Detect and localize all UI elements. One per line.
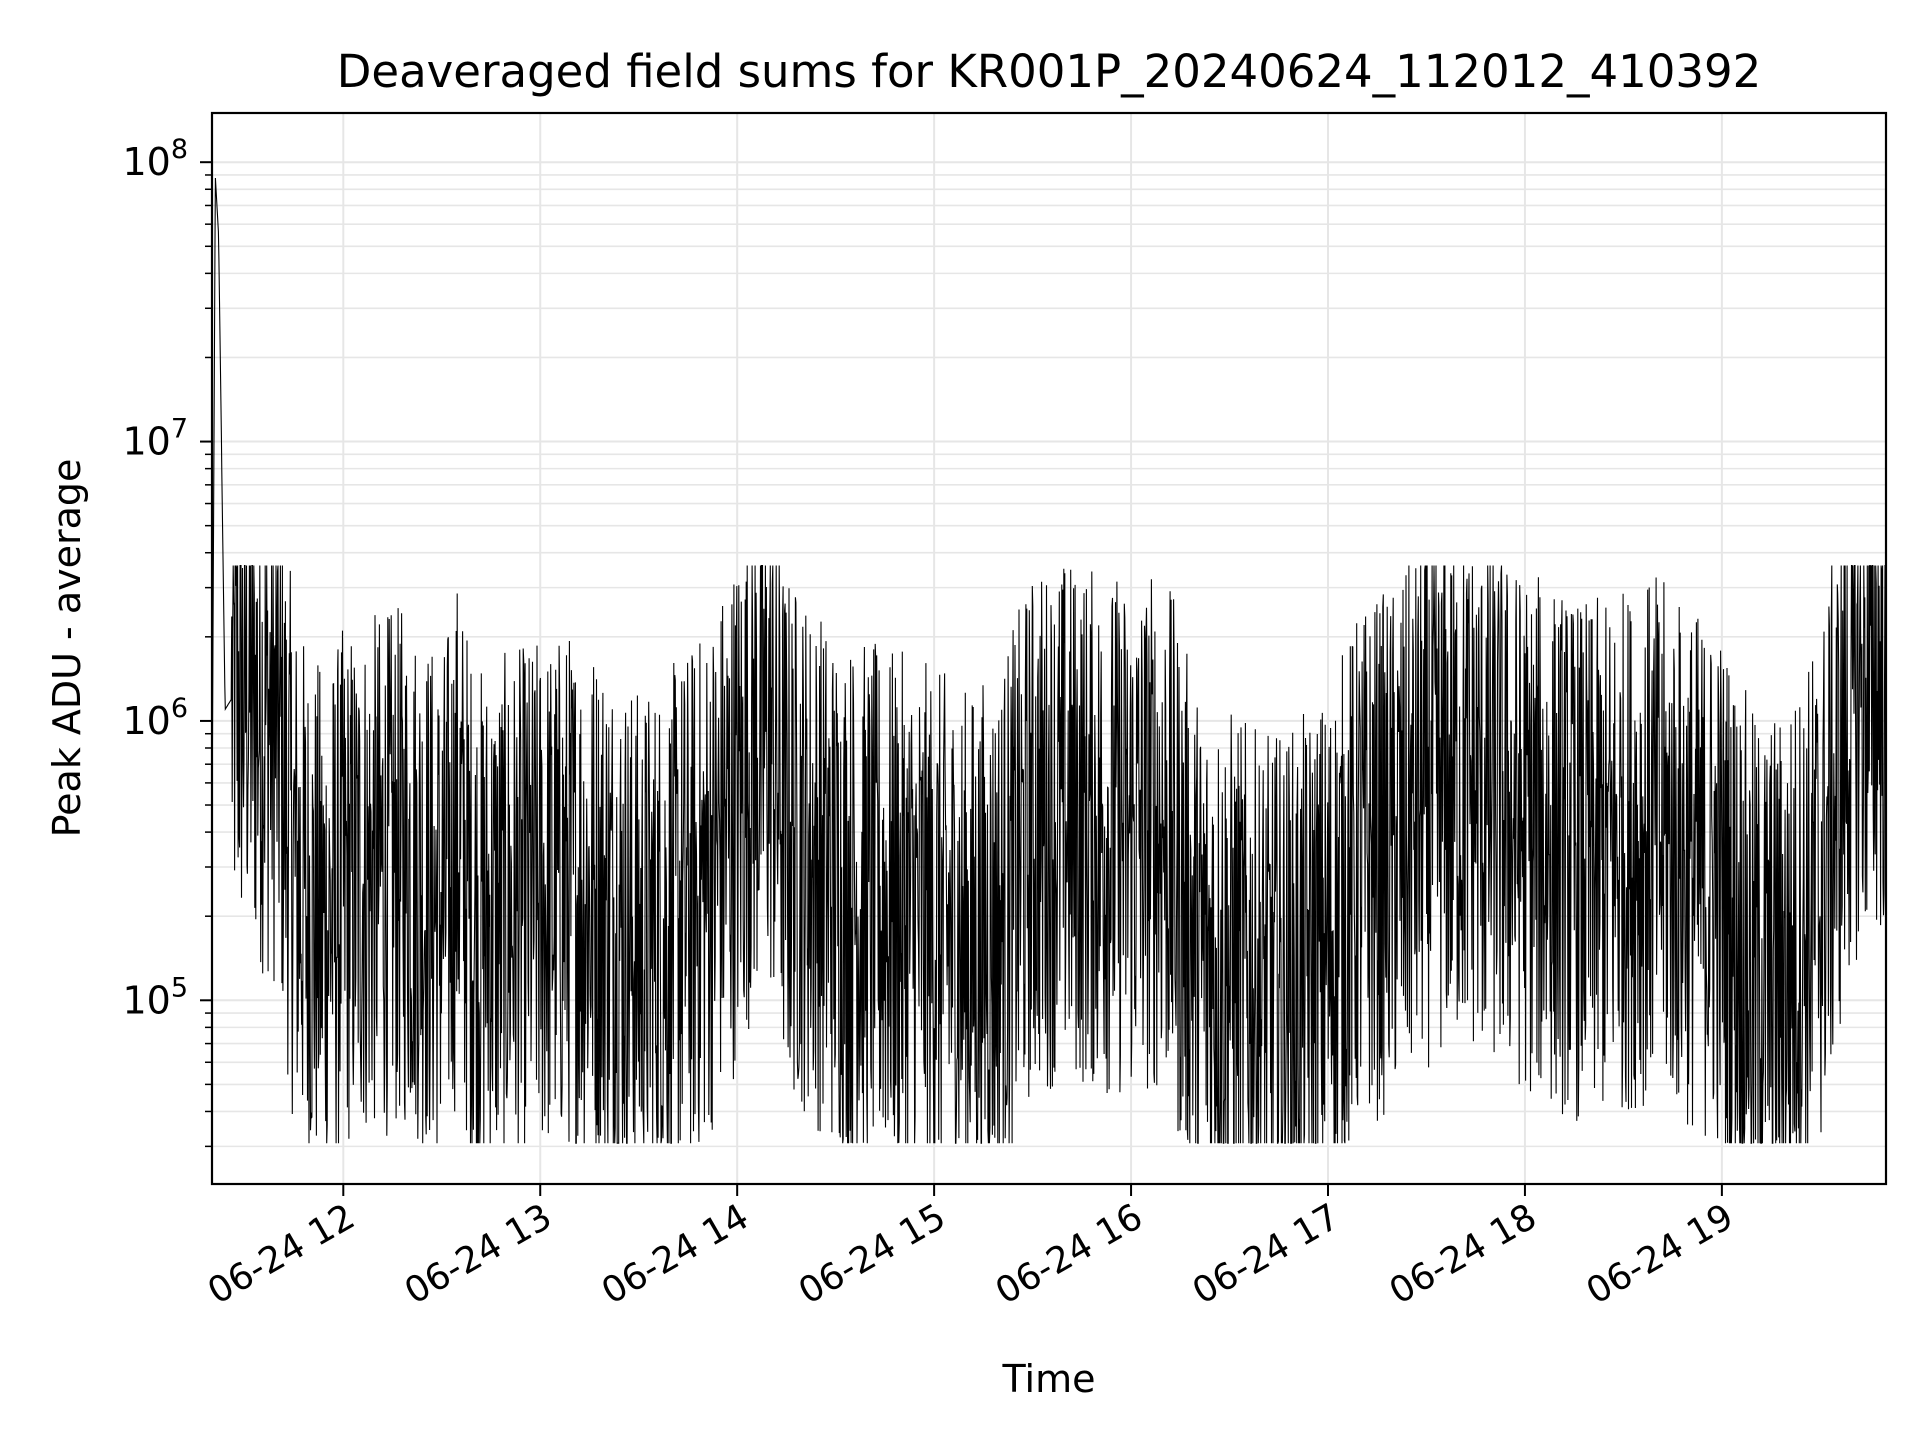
y-tick-label: 107	[122, 414, 188, 464]
y-tick-label: 108	[122, 134, 188, 184]
series-line	[211, 177, 1887, 1144]
plot-frame	[210, 111, 1888, 1186]
y-tick-label: 106	[122, 693, 188, 743]
y-tick-label: 105	[122, 972, 188, 1022]
y-axis-ticks: 105 106 107 108	[122, 134, 212, 1148]
series-layer	[211, 177, 1887, 1144]
y-axis-label: Peak ADU - average	[45, 459, 89, 838]
chart-title: Deaveraged field sums for KR001P_2024062…	[337, 45, 1761, 98]
x-axis-label: Time	[1002, 1357, 1096, 1401]
